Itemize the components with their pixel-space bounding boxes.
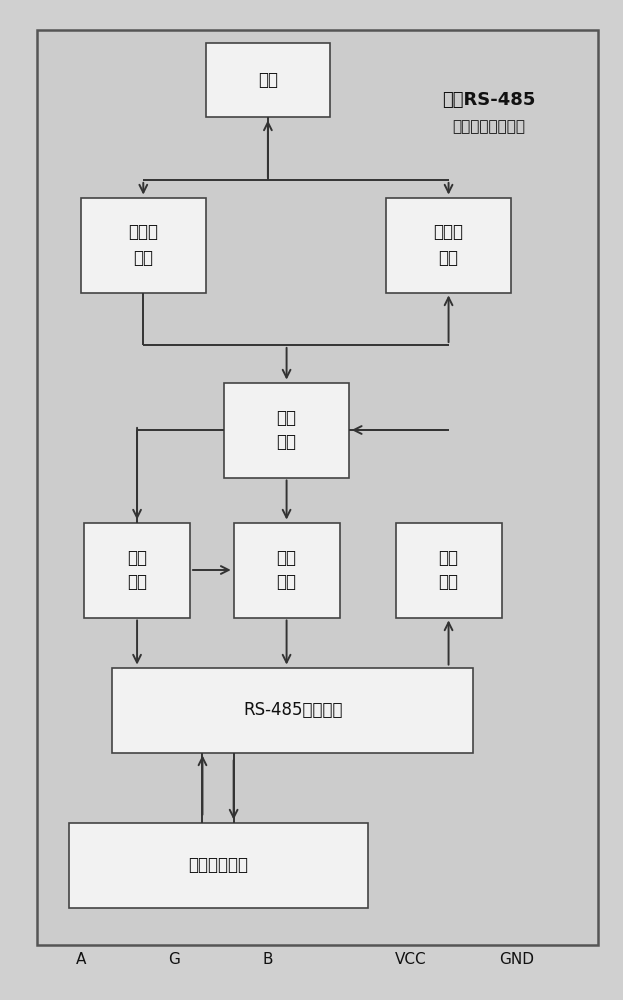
FancyBboxPatch shape: [396, 522, 502, 617]
FancyBboxPatch shape: [112, 668, 473, 753]
FancyBboxPatch shape: [234, 522, 340, 617]
Text: GND: GND: [500, 952, 535, 968]
Text: B: B: [263, 952, 273, 968]
Text: 高速
光耦: 高速 光耦: [439, 548, 459, 591]
Text: 光发射
电路: 光发射 电路: [434, 224, 464, 266]
Text: 无源RS-485: 无源RS-485: [442, 91, 536, 109]
Text: 光口: 光口: [258, 71, 278, 89]
FancyBboxPatch shape: [84, 522, 190, 617]
Text: G: G: [168, 952, 181, 968]
Text: RS-485接口芯片: RS-485接口芯片: [243, 701, 343, 719]
FancyBboxPatch shape: [386, 198, 511, 292]
FancyBboxPatch shape: [81, 198, 206, 292]
Text: A: A: [76, 952, 86, 968]
Text: 三级防雷电路: 三级防雷电路: [188, 856, 248, 874]
FancyBboxPatch shape: [69, 822, 368, 908]
Text: VCC: VCC: [396, 952, 427, 968]
Text: 相位
转换: 相位 转换: [277, 408, 297, 452]
Text: 光接收
电路: 光接收 电路: [128, 224, 158, 266]
Text: 光网络嵌入式终端: 光网络嵌入式终端: [452, 119, 526, 134]
FancyBboxPatch shape: [224, 383, 349, 478]
Text: 高速
光耦: 高速 光耦: [127, 548, 147, 591]
Text: 自动
换向: 自动 换向: [277, 548, 297, 591]
FancyBboxPatch shape: [37, 30, 598, 945]
FancyBboxPatch shape: [206, 42, 330, 117]
